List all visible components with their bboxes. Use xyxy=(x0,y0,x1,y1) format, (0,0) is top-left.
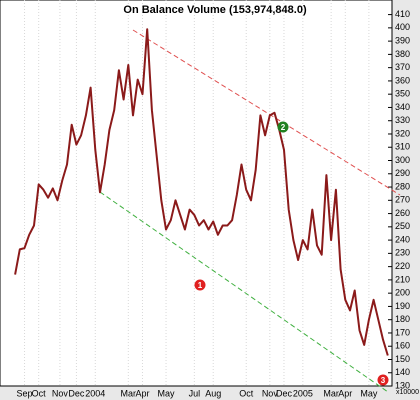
x-tick-label: 2004 xyxy=(85,388,105,398)
marker-1: 1 xyxy=(194,279,206,291)
marker-2: 2 xyxy=(277,121,289,133)
y-tick-label: 190 xyxy=(395,301,410,311)
x-tick-label: Mar xyxy=(323,388,339,398)
y-tick-label: 380 xyxy=(395,49,410,59)
marker-circle xyxy=(377,374,389,386)
marker-label: 2 xyxy=(281,123,286,132)
y-tick-label: 320 xyxy=(395,128,410,138)
x-tick-label: Mar xyxy=(121,388,137,398)
y-tick-label: 270 xyxy=(395,195,410,205)
x-tick-label: Oct xyxy=(239,388,254,398)
y-tick-label: 160 xyxy=(395,341,410,351)
x-tick-label: Sep xyxy=(17,388,33,398)
y-tick-label: 360 xyxy=(395,75,410,85)
plot-area xyxy=(0,0,393,387)
y-tick-label: 240 xyxy=(395,234,410,244)
x-tick-label: Oct xyxy=(32,388,47,398)
x-tick-label: Nov xyxy=(52,388,69,398)
y-tick-label: 340 xyxy=(395,102,410,112)
marker-label: 1 xyxy=(198,281,203,290)
y-tick-label: 140 xyxy=(395,367,410,377)
y-tick-label: 130 xyxy=(395,380,410,390)
upper-trend-line xyxy=(132,29,401,196)
x-tick-label: Dec xyxy=(276,388,293,398)
y-tick-label: 290 xyxy=(395,168,410,178)
x-tick-label: May xyxy=(360,388,378,398)
y-tick-label: 280 xyxy=(395,181,410,191)
y-tick-label: 400 xyxy=(395,22,410,32)
y-tick-label: 310 xyxy=(395,142,410,152)
marker-label: 3 xyxy=(381,376,386,385)
y-tick-label: 390 xyxy=(395,35,410,45)
x-tick-label: May xyxy=(158,388,176,398)
x-tick-label: Apr xyxy=(135,388,149,398)
y-tick-label: 330 xyxy=(395,115,410,125)
y-tick-label: 260 xyxy=(395,208,410,218)
plot xyxy=(14,28,389,356)
y-tick-label: 410 xyxy=(395,9,410,19)
x-tick-label: Nov xyxy=(262,388,279,398)
marker-3: 3 xyxy=(377,374,389,386)
x-tick-label: 2005 xyxy=(293,388,313,398)
x-tick-label: Apr xyxy=(338,388,352,398)
data-line xyxy=(14,28,389,356)
y-tick-label: 150 xyxy=(395,354,410,364)
marker-circle xyxy=(194,279,206,291)
axis-unit: x10000 xyxy=(396,389,419,396)
y-tick-label: 300 xyxy=(395,155,410,165)
y-tick-label: 200 xyxy=(395,288,410,298)
y-tick-label: 250 xyxy=(395,221,410,231)
y-tick-label: 180 xyxy=(395,314,410,324)
marker-circle xyxy=(277,121,289,133)
y-tick-label: 170 xyxy=(395,327,410,337)
x-tick-label: Aug xyxy=(205,388,221,398)
y-tick-label: 220 xyxy=(395,261,410,271)
y-tick-label: 350 xyxy=(395,89,410,99)
chart-title: On Balance Volume (153,974,848.0) xyxy=(123,4,307,16)
lower-trend-line xyxy=(99,191,389,393)
y-tick-label: 230 xyxy=(395,248,410,258)
x-tick-label: Dec xyxy=(68,388,85,398)
y-tick-label: 210 xyxy=(395,274,410,284)
y-tick-label: 370 xyxy=(395,62,410,72)
x-tick-label: Jul xyxy=(189,388,201,398)
